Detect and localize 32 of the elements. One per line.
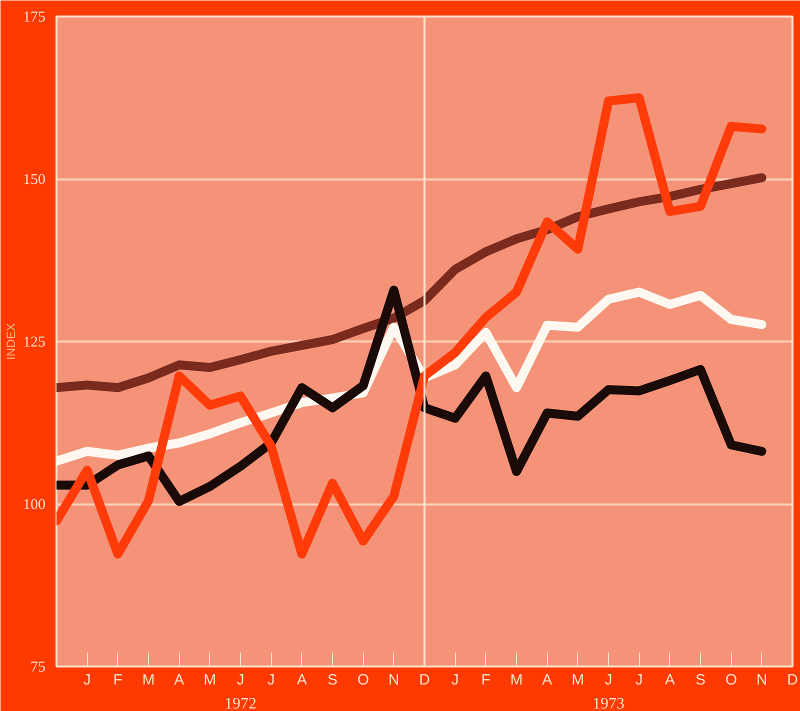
x-tick-label: M (510, 672, 523, 688)
x-tick-label: O (357, 672, 370, 688)
x-tick-label: A (296, 672, 307, 688)
x-tick-label: S (696, 672, 706, 688)
x-tick-label: M (204, 672, 216, 688)
x-tick-label: J (267, 672, 275, 688)
x-tick-label: O (725, 672, 738, 688)
x-tick-label: M (142, 672, 155, 688)
x-tick-label: J (236, 672, 244, 688)
text: 1973 (592, 696, 624, 711)
x-tick-label: J (604, 672, 612, 688)
y-tick-label: 150 (23, 172, 46, 188)
x-tick-label: S (328, 672, 338, 688)
x-tick-label: F (113, 672, 122, 688)
x-tick-label: F (481, 672, 490, 688)
x-tick-label: N (388, 672, 400, 688)
x-tick-label: J (635, 672, 643, 688)
x-tick-label: M (572, 672, 584, 688)
y-axis-title: INDEX (4, 323, 18, 360)
text: 1972 (224, 696, 256, 711)
x-tick-label: D (419, 672, 430, 688)
x-tick-label: A (174, 672, 184, 688)
x-tick-label: A (664, 672, 675, 688)
x-tick-label: J (451, 672, 459, 688)
y-tick-label: 100 (23, 497, 46, 513)
x-tick-label: J (83, 672, 91, 688)
x-tick-label: D (787, 672, 798, 688)
y-tick-label: 75 (30, 660, 46, 676)
x-tick-label: N (756, 672, 768, 688)
x-tick-label: A (542, 672, 552, 688)
y-tick-label: 125 (23, 334, 46, 350)
y-tick-label: 175 (23, 10, 46, 26)
